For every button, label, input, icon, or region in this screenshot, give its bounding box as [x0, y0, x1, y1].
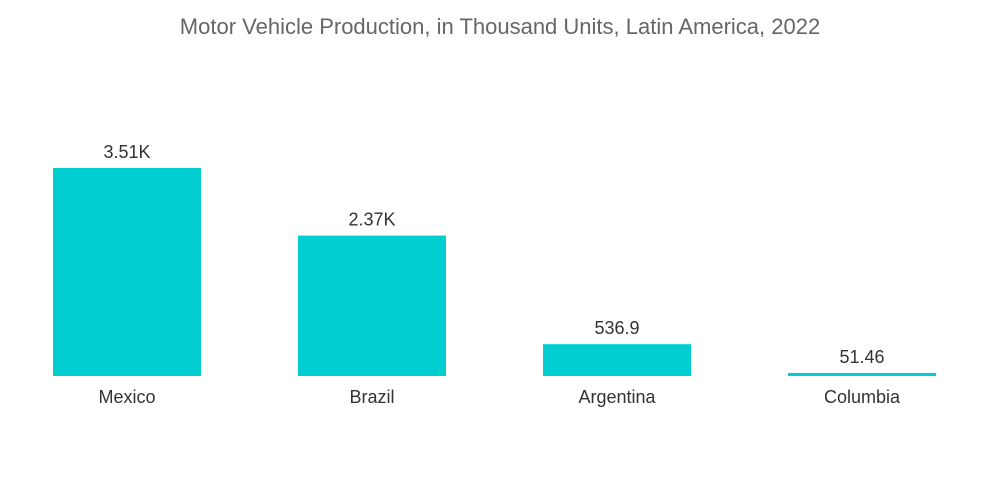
data-label-argentina: 536.9 [594, 318, 639, 338]
bar-mexico [53, 168, 201, 376]
x-tick-label-columbia: Columbia [824, 387, 901, 407]
bar-columbia [788, 372, 936, 376]
data-label-columbia: 51.46 [839, 347, 884, 367]
bar-brazil [298, 235, 446, 376]
bar-argentina [543, 344, 691, 376]
chart-title: Motor Vehicle Production, in Thousand Un… [179, 14, 821, 39]
x-tick-label-brazil: Brazil [349, 387, 394, 407]
data-label-mexico: 3.51K [103, 142, 150, 162]
x-tick-label-argentina: Argentina [578, 387, 656, 407]
x-tick-label-mexico: Mexico [98, 387, 155, 407]
data-label-brazil: 2.37K [348, 210, 395, 230]
